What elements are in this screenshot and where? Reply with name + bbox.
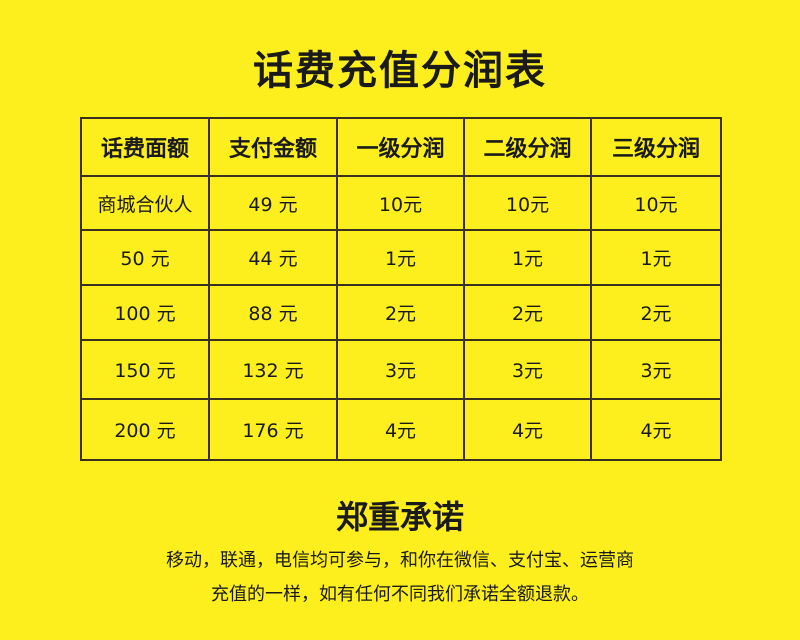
page-title: 话费充值分润表 — [253, 47, 547, 94]
header-cell: 三级分润 — [590, 117, 722, 177]
table-header-row: 话费面额 支付金额 一级分润 二级分润 三级分润 — [80, 117, 722, 177]
header-cell: 支付金额 — [208, 117, 338, 177]
table-cell: 10元 — [463, 175, 592, 231]
table-cell: 商城合伙人 — [80, 175, 210, 231]
table-cell: 2元 — [590, 284, 722, 341]
table-cell: 1元 — [463, 229, 592, 286]
table-cell: 2元 — [463, 284, 592, 341]
promise-text-line-2: 充值的一样，如有任何不同我们承诺全额退款。 — [211, 584, 589, 605]
header-cell: 二级分润 — [463, 117, 592, 177]
table-cell: 150 元 — [80, 339, 210, 400]
table-cell: 200 元 — [80, 398, 210, 461]
table-cell: 100 元 — [80, 284, 210, 341]
table-cell: 3元 — [336, 339, 465, 400]
table-cell: 50 元 — [80, 229, 210, 286]
table-cell: 4元 — [463, 398, 592, 461]
table-cell: 176 元 — [208, 398, 338, 461]
table-cell: 3元 — [463, 339, 592, 400]
table-cell: 44 元 — [208, 229, 338, 286]
table-cell: 1元 — [590, 229, 722, 286]
table-cell: 10元 — [336, 175, 465, 231]
promise-heading: 郑重承诺 — [335, 498, 464, 536]
table-cell: 4元 — [590, 398, 722, 461]
table-cell: 88 元 — [208, 284, 338, 341]
table-row: 商城合伙人 49 元 10元 10元 10元 — [80, 175, 722, 231]
promise-text-line-1: 移动，联通，电信均可参与，和你在微信、支付宝、运营商 — [166, 550, 634, 571]
table-cell: 1元 — [336, 229, 465, 286]
table-row: 150 元 132 元 3元 3元 3元 — [80, 339, 722, 400]
table-row: 200 元 176 元 4元 4元 4元 — [80, 398, 722, 461]
table-row: 100 元 88 元 2元 2元 2元 — [80, 284, 722, 341]
table-cell: 4元 — [336, 398, 465, 461]
commission-table: 话费面额 支付金额 一级分润 二级分润 三级分润 商城合伙人 49 元 10元 … — [80, 117, 722, 461]
table-cell: 3元 — [590, 339, 722, 400]
header-cell: 一级分润 — [336, 117, 465, 177]
table-cell: 2元 — [336, 284, 465, 341]
header-cell: 话费面额 — [80, 117, 210, 177]
table-cell: 10元 — [590, 175, 722, 231]
table-row: 50 元 44 元 1元 1元 1元 — [80, 229, 722, 286]
table-cell: 49 元 — [208, 175, 338, 231]
table-cell: 132 元 — [208, 339, 338, 400]
